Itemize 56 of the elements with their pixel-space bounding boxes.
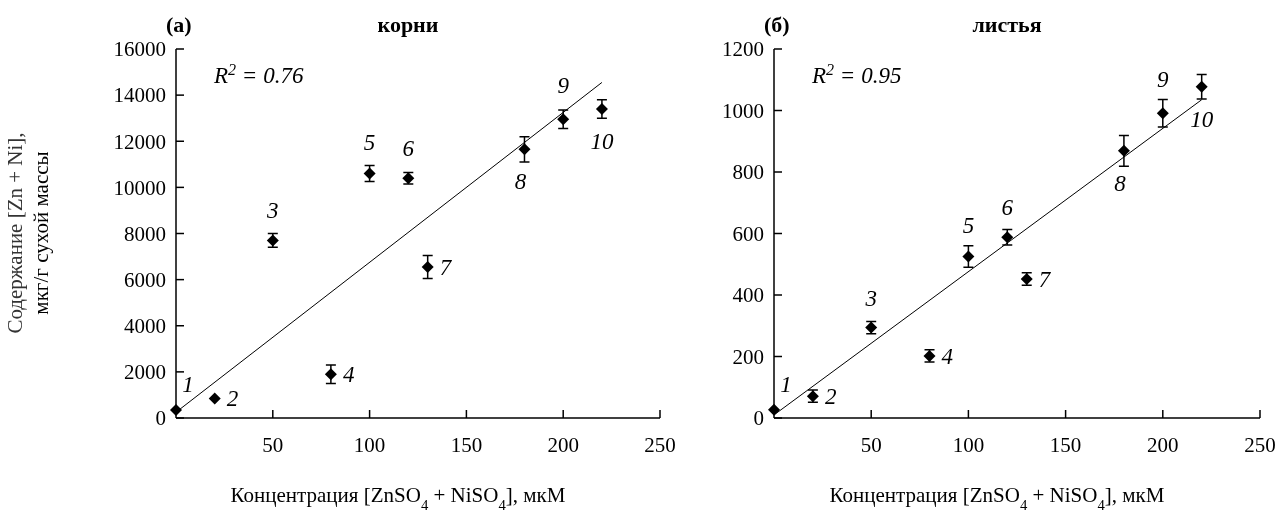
y-axis-title: Содержание [Zn + Ni], мкг/г сухой массы bbox=[3, 132, 53, 334]
x-tick-label: 50 bbox=[860, 433, 882, 457]
annotation: 8 bbox=[1114, 170, 1127, 196]
y-tick-label: 600 bbox=[732, 221, 764, 246]
x-tick-label: 50 bbox=[262, 433, 284, 457]
y-tick-label: 2000 bbox=[124, 360, 166, 385]
annotation: 7 bbox=[1038, 267, 1052, 293]
x-tick-label: 250 bbox=[1244, 433, 1276, 457]
y-tick-label: 12000 bbox=[113, 129, 166, 154]
chart-title: корни bbox=[377, 12, 439, 37]
annotation: R$^{2}$ = 0.95 bbox=[811, 60, 902, 88]
annotation: 5 bbox=[363, 129, 376, 155]
annotation: 10 bbox=[590, 128, 614, 154]
annotation: 2 bbox=[226, 386, 239, 412]
annotation: 1 bbox=[780, 371, 792, 397]
point bbox=[208, 392, 221, 405]
x-tick-label: 150 bbox=[450, 433, 483, 457]
x-tick-label: 200 bbox=[547, 433, 579, 457]
annotation: 6 bbox=[402, 136, 415, 162]
y-tick-label: 400 bbox=[732, 283, 764, 308]
annotation: 4 bbox=[941, 343, 954, 369]
annotation: 6 bbox=[1001, 195, 1014, 221]
y-tick-label: 0 bbox=[155, 406, 166, 431]
annotation: 5 bbox=[962, 212, 975, 238]
annotation: 8 bbox=[514, 169, 527, 195]
x-tick-label: 150 bbox=[1049, 433, 1082, 457]
annotation: 9 bbox=[557, 73, 570, 99]
text: (б) bbox=[764, 12, 790, 37]
x-tick-label: 100 bbox=[952, 433, 985, 457]
x-tick-label: 250 bbox=[644, 433, 676, 457]
annotation: 3 bbox=[266, 198, 279, 224]
annotation: 2 bbox=[824, 384, 837, 410]
y-tick-label: 200 bbox=[732, 344, 764, 369]
y-tick-label: 16000 bbox=[113, 37, 166, 62]
annotation: 9 bbox=[1157, 67, 1170, 93]
y-tick-label: 6000 bbox=[124, 267, 166, 292]
y-tick-label: 0 bbox=[753, 406, 764, 431]
y-tick-label: 10000 bbox=[113, 175, 166, 200]
y-tick-label: 4000 bbox=[124, 314, 166, 339]
annotation: 4 bbox=[342, 362, 355, 388]
x-axis-title: Концентрация [ZnSO$_{4}$ + NiSO$_{4}$], мкМ bbox=[829, 483, 1165, 511]
annotation: 7 bbox=[439, 254, 453, 280]
x-tick-label: 200 bbox=[1147, 433, 1179, 457]
annotation: R$^{2}$ = 0.76 bbox=[213, 60, 304, 88]
y-tick-label: 14000 bbox=[113, 83, 166, 108]
annotation: 10 bbox=[1190, 106, 1214, 132]
x-tick-label: 100 bbox=[353, 433, 386, 457]
text: (а) bbox=[166, 12, 192, 37]
annotation: 1 bbox=[182, 371, 194, 397]
y-tick-label: 8000 bbox=[124, 221, 166, 246]
y-tick-label: 800 bbox=[732, 160, 764, 185]
y-tick-label: 1200 bbox=[722, 37, 764, 62]
x-axis-title: Концентрация [ZnSO$_{4}$ + NiSO$_{4}$], мкМ bbox=[230, 483, 566, 511]
y-tick-label: 1000 bbox=[722, 98, 764, 123]
chart-title: листья bbox=[972, 12, 1042, 37]
annotation: 3 bbox=[864, 285, 877, 311]
